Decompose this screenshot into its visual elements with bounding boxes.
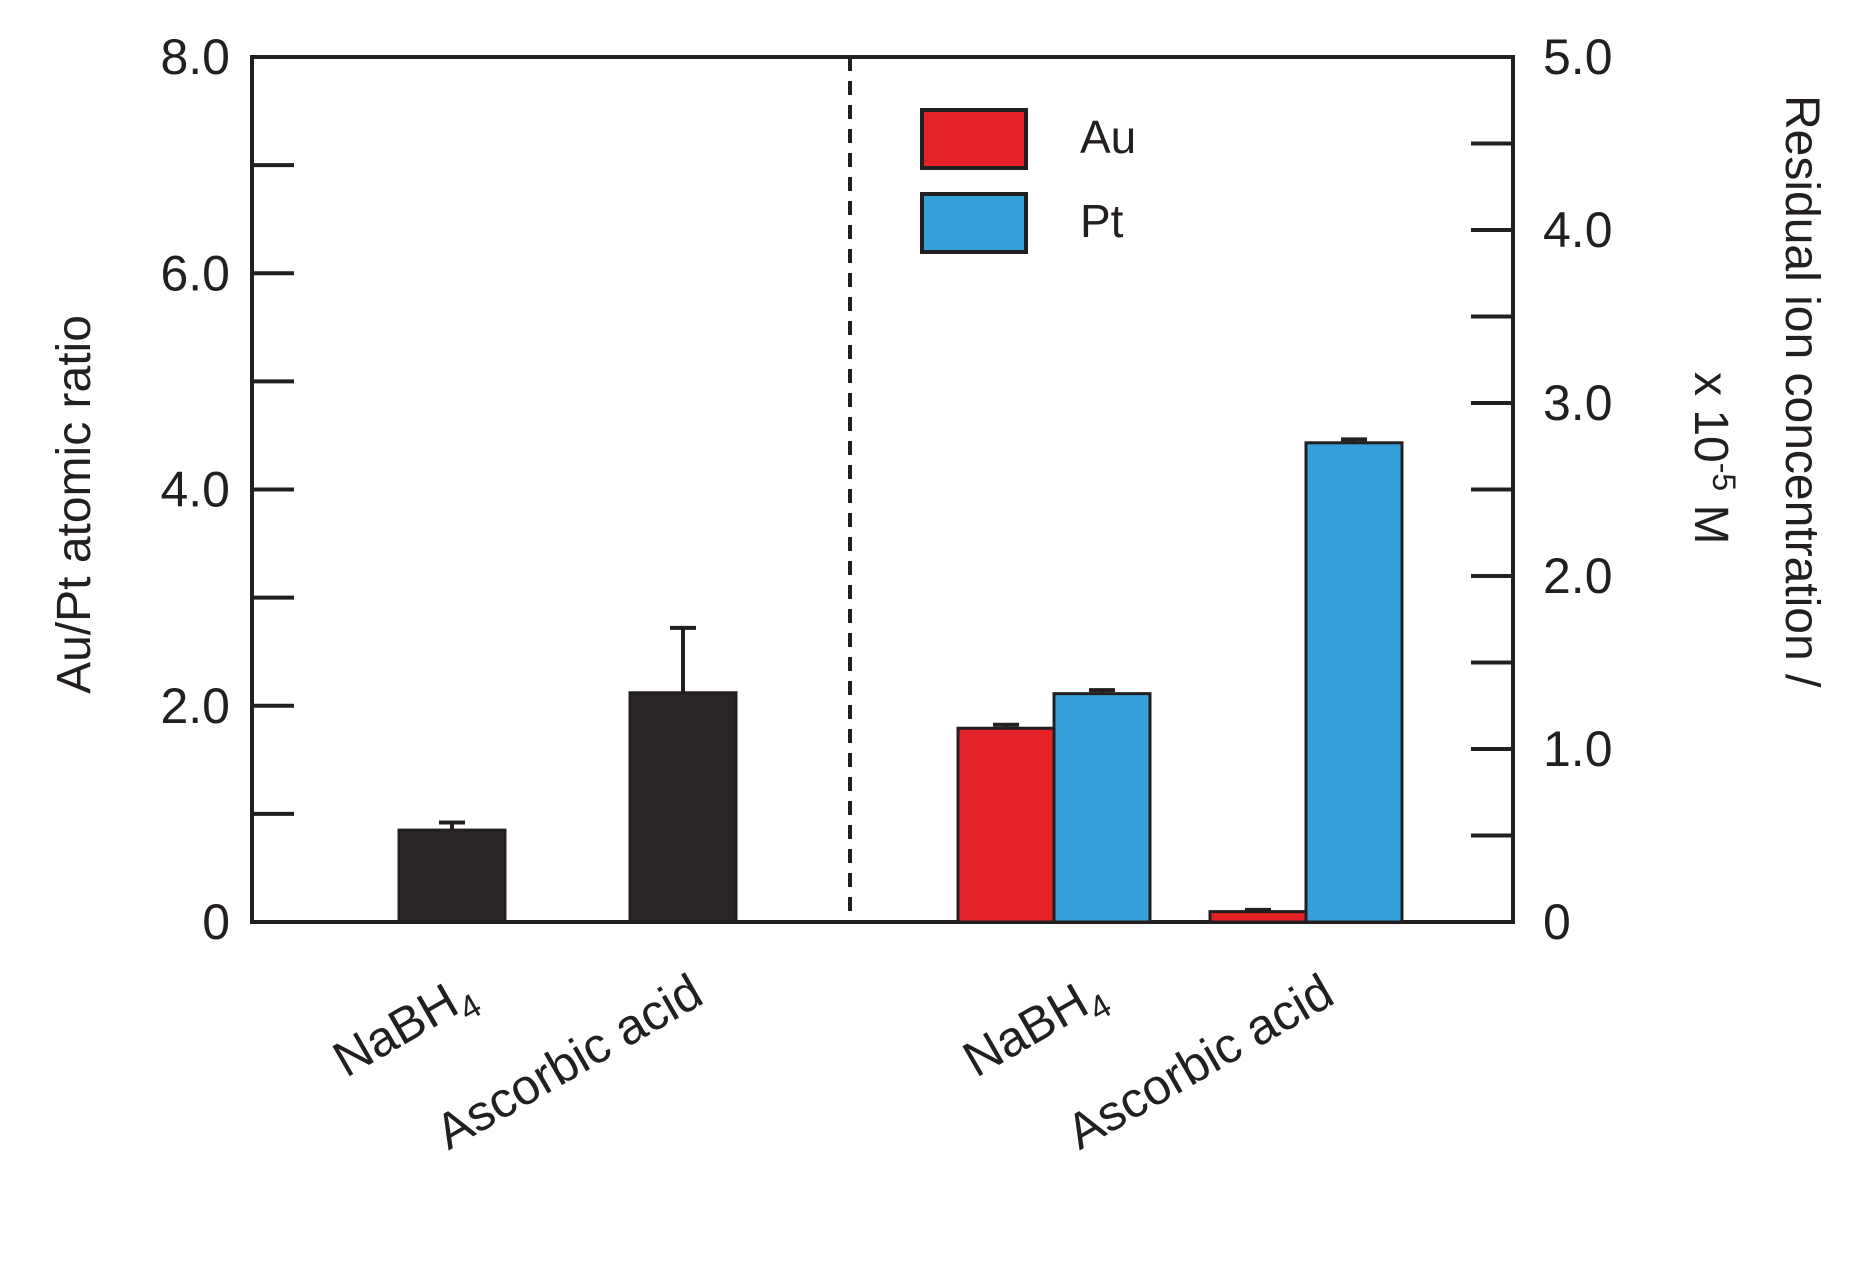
legend-swatch-au <box>920 108 1028 170</box>
right-tick-label: 1.0 <box>1543 721 1613 777</box>
bar-au <box>956 726 1056 924</box>
legend-label-pt: Pt <box>1080 195 1124 247</box>
left-axis-title: Au/Pt atomic ratio <box>48 315 101 694</box>
left-category-nabh4: NaBH4 <box>324 963 488 1095</box>
right-axis-title-sup: -5 <box>1706 463 1742 491</box>
right-tick-label: 0 <box>1543 894 1571 950</box>
left-category-nabh4-text: NaBH <box>324 972 468 1087</box>
right-axis-title-post: M <box>1684 491 1737 544</box>
right-tick-label: 5.0 <box>1543 29 1613 85</box>
left-tick-label: 8.0 <box>160 29 230 85</box>
right-axis-title-line1: Residual ion concentration / <box>1775 95 1828 688</box>
bar-au <box>1208 910 1308 924</box>
right-axis-title-line2: x 10-5 M <box>1684 372 1742 545</box>
bar-pt <box>1304 441 1404 924</box>
left-tick-label: 6.0 <box>160 245 230 301</box>
legend-swatch-pt <box>920 192 1028 254</box>
left-tick-label: 2.0 <box>160 678 230 734</box>
right-tick-label: 3.0 <box>1543 375 1613 431</box>
bar-pt <box>1052 692 1152 924</box>
bar-left-ratio <box>397 828 507 924</box>
right-axis-title-pre: x 10 <box>1684 372 1737 463</box>
bar-left-ratio <box>628 691 738 924</box>
right-tick-label: 4.0 <box>1543 202 1613 258</box>
legend-label-au: Au <box>1080 111 1136 163</box>
left-tick-label: 4.0 <box>160 462 230 518</box>
right-tick-label: 2.0 <box>1543 548 1613 604</box>
right-category-nabh4: NaBH4 <box>954 963 1118 1095</box>
right-category-nabh4-text: NaBH <box>954 972 1098 1087</box>
left-tick-label: 0 <box>202 894 230 950</box>
